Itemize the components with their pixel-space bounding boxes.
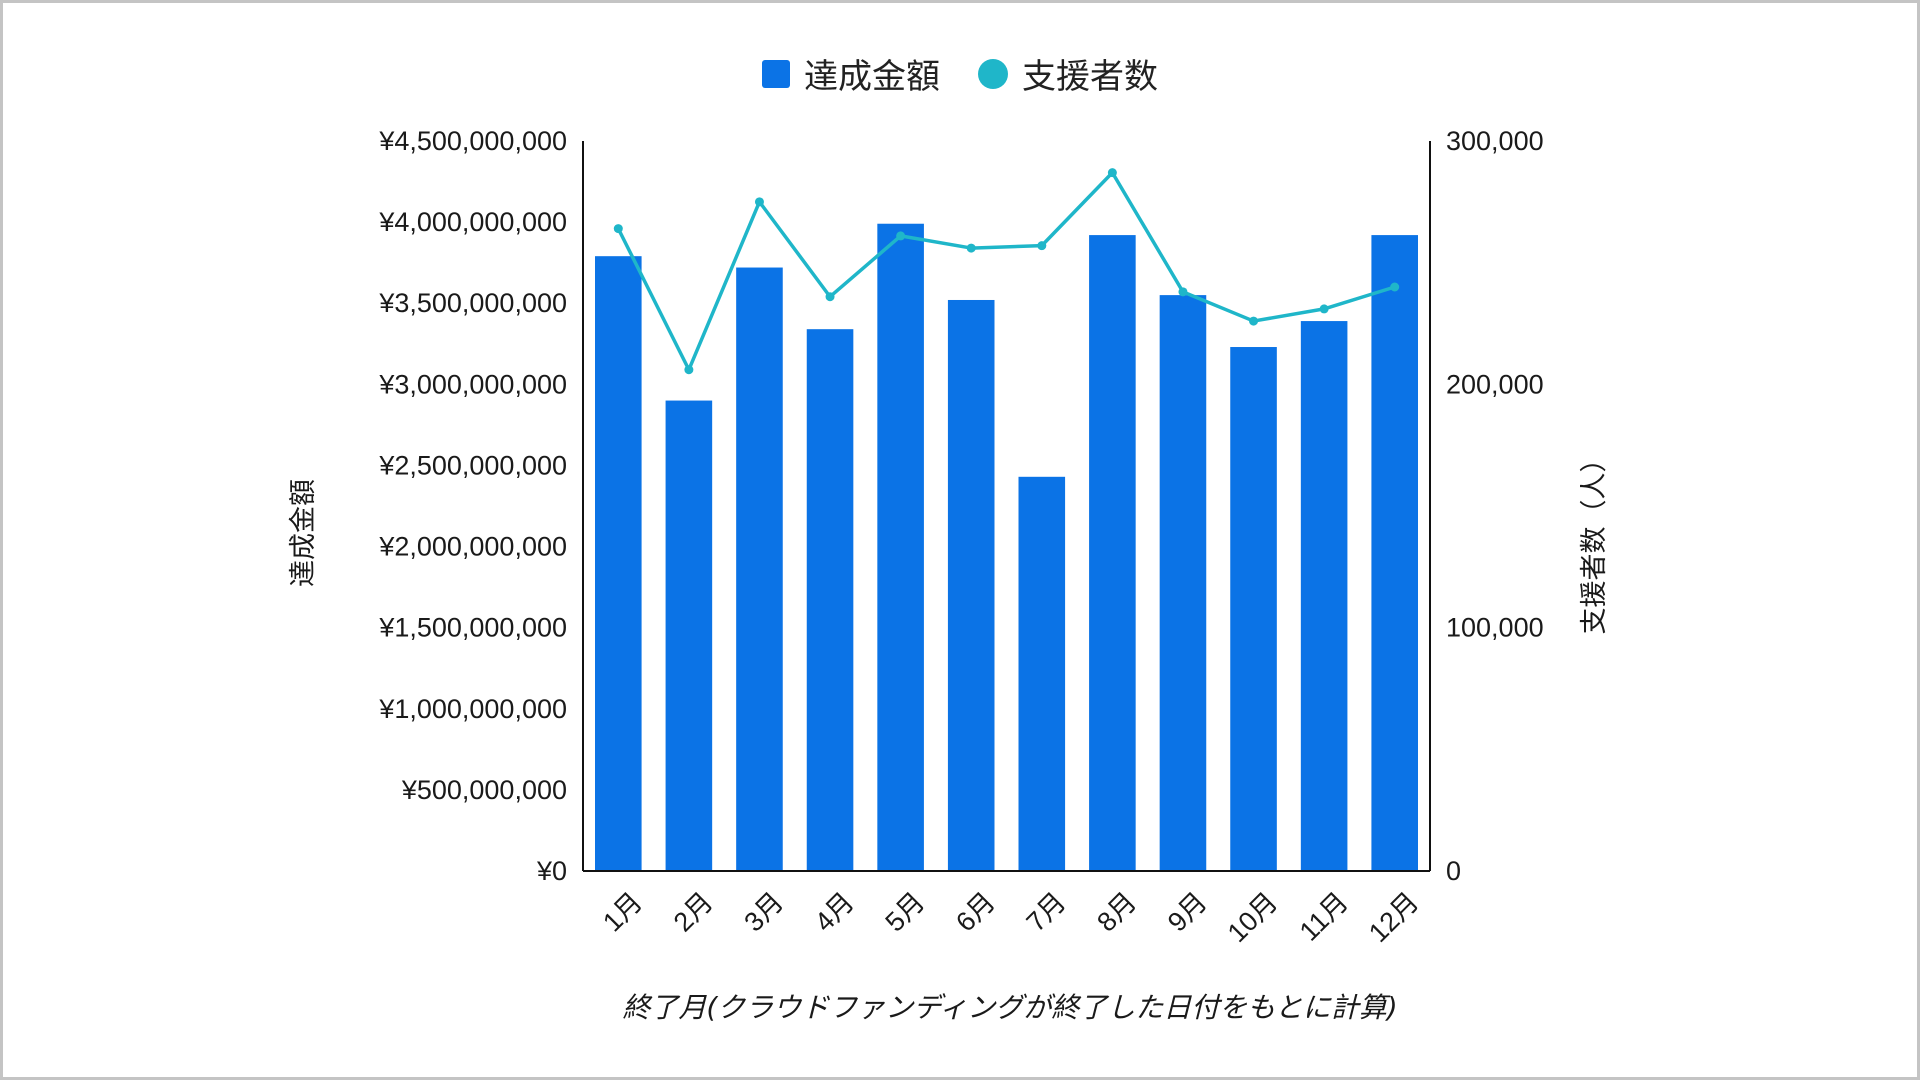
amount-bar bbox=[1230, 347, 1277, 871]
legend-item-supporters: 支援者数 bbox=[978, 49, 1158, 98]
left-tick-label: ¥4,000,000,000 bbox=[378, 207, 567, 237]
left-axis-title: 達成金額 bbox=[288, 479, 319, 587]
x-tick-label: 4月 bbox=[809, 887, 860, 938]
x-tick-label: 2月 bbox=[668, 887, 719, 938]
chart-legend: 達成金額 支援者数 bbox=[3, 49, 1917, 98]
right-tick-label: 100,000 bbox=[1446, 613, 1544, 643]
supporters-line bbox=[613, 168, 1400, 375]
supporters-point bbox=[754, 197, 764, 207]
left-tick-label: ¥4,500,000,000 bbox=[378, 126, 567, 156]
x-axis-ticks: 1月 2月 3月 4月 5月 6月 7月 8月 9月 10月 11月 12月 bbox=[597, 887, 1424, 949]
amount-bar bbox=[806, 329, 854, 872]
legend-label-supporters: 支援者数 bbox=[1022, 57, 1158, 97]
amount-bar bbox=[1018, 476, 1066, 871]
supporters-point bbox=[896, 231, 906, 241]
supporters-line-path bbox=[616, 170, 1396, 372]
left-tick-label: ¥3,500,000,000 bbox=[378, 288, 567, 318]
right-tick-label: 200,000 bbox=[1446, 369, 1544, 399]
amount-bar bbox=[665, 400, 713, 871]
amount-bar bbox=[1300, 321, 1348, 872]
right-axis-title: 支援者数（人） bbox=[1579, 446, 1610, 635]
left-tick-label: ¥500,000,000 bbox=[401, 775, 567, 805]
supporters-point bbox=[684, 365, 694, 375]
legend-swatch-amount bbox=[762, 59, 790, 88]
right-tick-label: 300,000 bbox=[1446, 126, 1544, 156]
supporters-point bbox=[613, 224, 623, 234]
x-tick-label: 1月 bbox=[597, 887, 648, 938]
amount-bar bbox=[1159, 295, 1207, 872]
left-tick-label: ¥0 bbox=[536, 856, 567, 886]
left-tick-label: ¥3,000,000,000 bbox=[378, 369, 567, 399]
legend-swatch-supporters bbox=[978, 58, 1008, 89]
left-tick-label: ¥2,500,000,000 bbox=[378, 450, 567, 480]
right-axis-ticks: 0 100,000 200,000 300,000 bbox=[1446, 126, 1544, 886]
x-tick-label: 10月 bbox=[1222, 887, 1284, 949]
legend-label-amount: 達成金額 bbox=[804, 57, 940, 97]
supporters-point bbox=[966, 243, 976, 253]
supporters-point bbox=[1249, 316, 1259, 326]
amount-bar bbox=[1089, 235, 1136, 872]
amount-bar bbox=[877, 223, 924, 871]
amount-bar bbox=[594, 256, 642, 872]
left-tick-label: ¥1,500,000,000 bbox=[378, 613, 567, 643]
right-tick-label: 0 bbox=[1446, 856, 1461, 886]
left-axis-ticks: ¥0 ¥500,000,000 ¥1,000,000,000 ¥1,500,000,0… bbox=[378, 126, 567, 886]
amount-bar bbox=[1371, 235, 1419, 872]
supporters-point bbox=[1319, 304, 1329, 314]
supporters-point bbox=[1390, 282, 1400, 292]
legend-item-amount: 達成金額 bbox=[762, 49, 940, 98]
left-tick-label: ¥2,000,000,000 bbox=[378, 532, 567, 562]
supporters-point bbox=[1037, 241, 1047, 251]
amount-bars bbox=[594, 223, 1419, 872]
x-tick-label: 7月 bbox=[1021, 887, 1072, 938]
x-tick-label: 11月 bbox=[1294, 887, 1354, 947]
supporters-point bbox=[1178, 287, 1188, 297]
x-tick-label: 6月 bbox=[950, 887, 1001, 938]
x-tick-label: 8月 bbox=[1091, 887, 1142, 938]
amount-bar bbox=[947, 299, 995, 871]
x-tick-label: 9月 bbox=[1162, 887, 1213, 938]
x-tick-label: 5月 bbox=[880, 887, 931, 938]
x-axis-title: 終了月(クラウドファンディングが終了した日付をもとに計算) bbox=[622, 991, 1397, 1024]
supporters-point bbox=[825, 292, 835, 302]
amount-bar bbox=[736, 267, 783, 871]
left-tick-label: ¥1,000,000,000 bbox=[378, 694, 567, 724]
x-tick-label: 3月 bbox=[738, 887, 789, 938]
x-tick-label: 12月 bbox=[1363, 887, 1425, 949]
supporters-point bbox=[1107, 168, 1117, 178]
